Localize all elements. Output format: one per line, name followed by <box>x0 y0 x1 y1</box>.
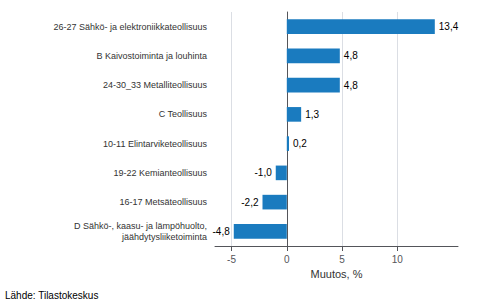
svg-text:0,2: 0,2 <box>293 138 307 149</box>
svg-text:jäähdytysliiketoiminta: jäähdytysliiketoiminta <box>121 232 207 242</box>
svg-text:-4,8: -4,8 <box>213 226 231 237</box>
svg-text:-2,2: -2,2 <box>241 197 259 208</box>
svg-text:10: 10 <box>392 254 404 265</box>
svg-text:1,3: 1,3 <box>305 109 319 120</box>
svg-text:-5: -5 <box>227 254 236 265</box>
svg-text:D Sähkö-, kaasu- ja lämpöhuolt: D Sähkö-, kaasu- ja lämpöhuolto, <box>74 221 207 231</box>
svg-text:19-22 Kemianteollisuus: 19-22 Kemianteollisuus <box>113 168 207 178</box>
svg-text:-1,0: -1,0 <box>255 167 273 178</box>
svg-text:B Kaivostoiminta ja louhinta: B Kaivostoiminta ja louhinta <box>96 51 207 61</box>
svg-text:24-30_33 Metalliteollisuus: 24-30_33 Metalliteollisuus <box>103 80 208 90</box>
svg-text:Lähde: Tilastokeskus: Lähde: Tilastokeskus <box>5 290 98 301</box>
svg-text:Muutos, %: Muutos, % <box>311 268 363 280</box>
svg-text:26-27 Sähkö- ja elektroniikkat: 26-27 Sähkö- ja elektroniikkateollisuus <box>53 22 207 32</box>
svg-text:0: 0 <box>284 254 290 265</box>
svg-text:16-17 Metsäteollisuus: 16-17 Metsäteollisuus <box>119 197 207 207</box>
svg-text:5: 5 <box>339 254 345 265</box>
svg-text:4,8: 4,8 <box>344 50 358 61</box>
svg-text:4,8: 4,8 <box>344 80 358 91</box>
svg-text:13,4: 13,4 <box>439 21 459 32</box>
svg-text:10-11 Elintarviketeollisuus: 10-11 Elintarviketeollisuus <box>103 139 207 149</box>
svg-text:C Teollisuus: C Teollisuus <box>159 109 208 119</box>
